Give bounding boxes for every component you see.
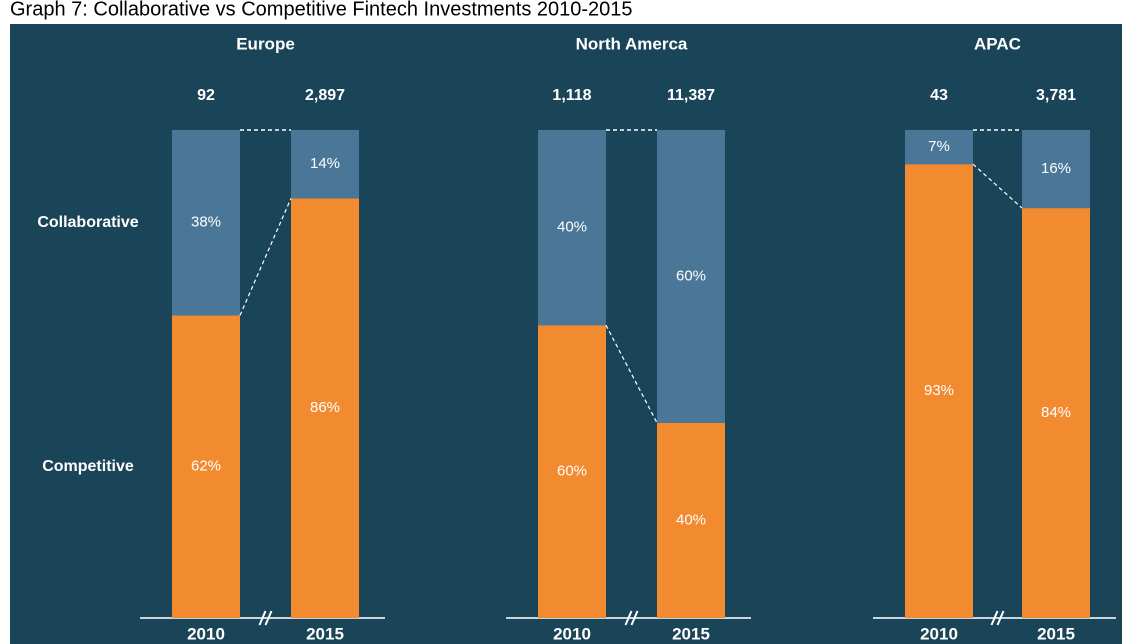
- connector: [972, 163, 1023, 209]
- value-label: 40%: [557, 219, 587, 236]
- connector: [239, 198, 292, 316]
- total-label: 11,387: [667, 87, 715, 104]
- connector: [605, 324, 658, 424]
- x-tick-label: 2015: [672, 624, 710, 643]
- total-label: 92: [197, 87, 215, 104]
- panel-title: North Amerca: [576, 34, 688, 53]
- value-label: 16%: [1041, 160, 1071, 177]
- bar-segment: [538, 130, 606, 326]
- series-label: Competitive: [42, 458, 134, 475]
- bar-segment: [657, 130, 725, 423]
- value-label: 40%: [676, 511, 706, 528]
- x-tick-label: 2015: [306, 624, 344, 643]
- value-label: 38%: [191, 214, 221, 231]
- bar-segment: [538, 325, 606, 618]
- bar-segment: [291, 198, 359, 618]
- panel-title: APAC: [974, 34, 1021, 53]
- bar-segment: [905, 164, 973, 618]
- value-label: 93%: [924, 382, 954, 399]
- value-label: 86%: [310, 399, 340, 416]
- axis-break: [624, 610, 633, 626]
- bar-segment: [905, 130, 973, 165]
- x-tick-label: 2010: [553, 624, 591, 643]
- value-label: 14%: [310, 155, 340, 172]
- axis-break: [996, 610, 1005, 626]
- x-tick-label: 2015: [1037, 624, 1075, 643]
- x-tick-label: 2010: [187, 624, 225, 643]
- axis-break: [630, 610, 639, 626]
- bar-segment: [1022, 208, 1090, 618]
- value-label: 60%: [557, 463, 587, 480]
- value-label: 84%: [1041, 404, 1071, 421]
- chart-title: Graph 7: Collaborative vs Competitive Fi…: [10, 0, 633, 20]
- axis-break: [258, 610, 267, 626]
- value-label: 60%: [676, 267, 706, 284]
- total-label: 2,897: [305, 87, 345, 104]
- total-label: 43: [930, 87, 948, 104]
- bar-segment: [172, 315, 240, 618]
- axis-break: [264, 610, 273, 626]
- axis-break: [990, 610, 999, 626]
- bar-segment: [657, 422, 725, 618]
- bar-segment: [1022, 130, 1090, 209]
- panel-title: Europe: [236, 34, 295, 53]
- value-label: 7%: [928, 138, 950, 155]
- x-tick-label: 2010: [920, 624, 958, 643]
- value-label: 62%: [191, 458, 221, 475]
- total-label: 3,781: [1036, 87, 1076, 104]
- series-label: Collaborative: [37, 214, 138, 231]
- bar-segment: [291, 130, 359, 199]
- total-label: 1,118: [552, 87, 591, 104]
- bar-segment: [172, 130, 240, 316]
